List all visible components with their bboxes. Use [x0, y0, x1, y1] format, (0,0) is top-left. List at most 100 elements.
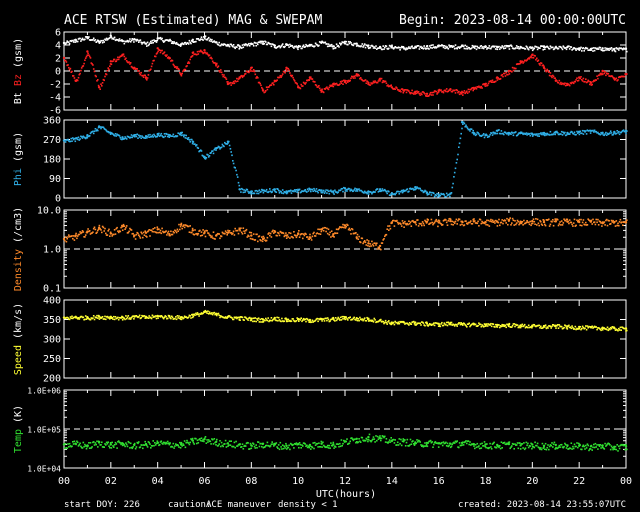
data-point [565, 447, 568, 449]
data-point [337, 191, 339, 193]
data-point [269, 84, 272, 86]
data-point [366, 44, 368, 47]
data-point [231, 154, 233, 157]
data-point [462, 444, 465, 446]
data-point [601, 329, 604, 331]
data-point [533, 324, 536, 326]
data-point [171, 135, 174, 137]
data-point [570, 46, 573, 48]
data-point [94, 316, 97, 318]
data-point [194, 53, 196, 55]
data-point [210, 313, 212, 315]
data-point [370, 191, 372, 194]
data-point [376, 188, 379, 190]
data-point [311, 319, 314, 322]
data-point [371, 438, 374, 441]
data-point [232, 162, 235, 165]
data-point [74, 41, 77, 43]
data-point [84, 443, 86, 446]
data-point [421, 444, 424, 447]
data-point [393, 47, 396, 49]
data-point [176, 66, 179, 68]
data-point [207, 439, 210, 441]
data-point [343, 79, 347, 83]
data-point [478, 445, 480, 447]
data-point [113, 58, 116, 61]
data-point [265, 317, 267, 320]
data-point [527, 446, 530, 449]
data-point [340, 439, 343, 441]
data-point [350, 42, 352, 44]
data-point [262, 235, 265, 238]
data-point [541, 64, 544, 67]
data-point [619, 444, 622, 447]
data-point [593, 47, 595, 49]
data-point [324, 227, 327, 229]
data-point [499, 325, 502, 327]
data-point [168, 56, 171, 60]
data-point [372, 245, 375, 247]
data-point [326, 45, 329, 48]
data-point [418, 440, 421, 442]
data-point [612, 448, 614, 451]
data-point [281, 317, 283, 320]
data-point [74, 79, 77, 83]
data-point [72, 443, 75, 445]
data-point [252, 69, 255, 71]
data-point [217, 444, 220, 447]
data-point [595, 130, 597, 133]
data-point [273, 443, 276, 446]
data-point [458, 446, 460, 449]
data-point [285, 43, 288, 46]
data-point [153, 231, 155, 233]
data-point [97, 79, 99, 81]
data-point [133, 234, 136, 237]
data-point [537, 46, 540, 49]
data-point [314, 45, 316, 47]
data-point [88, 230, 91, 232]
data-point [445, 221, 448, 224]
data-point [129, 442, 132, 445]
data-point [101, 441, 103, 444]
data-point [291, 45, 294, 47]
data-point [318, 87, 321, 90]
data-point [470, 128, 473, 130]
data-point [581, 221, 584, 224]
data-point [554, 130, 557, 134]
data-point [433, 222, 435, 225]
data-point [408, 190, 410, 193]
data-point [410, 92, 413, 94]
data-point [155, 41, 158, 43]
data-point [199, 38, 202, 40]
data-point [505, 44, 507, 47]
data-point [262, 321, 265, 323]
data-point [237, 44, 240, 46]
data-point [520, 61, 523, 64]
data-point [97, 125, 101, 128]
data-point [211, 313, 214, 316]
data-point [92, 315, 95, 317]
data-point [527, 221, 530, 224]
data-point [502, 325, 504, 327]
data-point [110, 447, 113, 449]
data-point [219, 440, 221, 442]
data-point [421, 93, 423, 96]
data-point [347, 43, 349, 46]
data-point [138, 441, 140, 443]
data-point [547, 46, 549, 49]
data-point [483, 136, 486, 139]
data-point [312, 442, 314, 444]
data-point [79, 316, 81, 319]
data-point [480, 85, 483, 88]
data-point [466, 323, 469, 325]
data-point [197, 53, 200, 55]
data-point [62, 316, 66, 319]
data-point [355, 437, 358, 440]
data-point [139, 237, 142, 239]
data-point [175, 65, 177, 68]
data-point [390, 321, 393, 324]
data-point [289, 448, 291, 451]
data-point [550, 327, 552, 329]
data-point [153, 39, 155, 41]
data-point [226, 315, 230, 318]
